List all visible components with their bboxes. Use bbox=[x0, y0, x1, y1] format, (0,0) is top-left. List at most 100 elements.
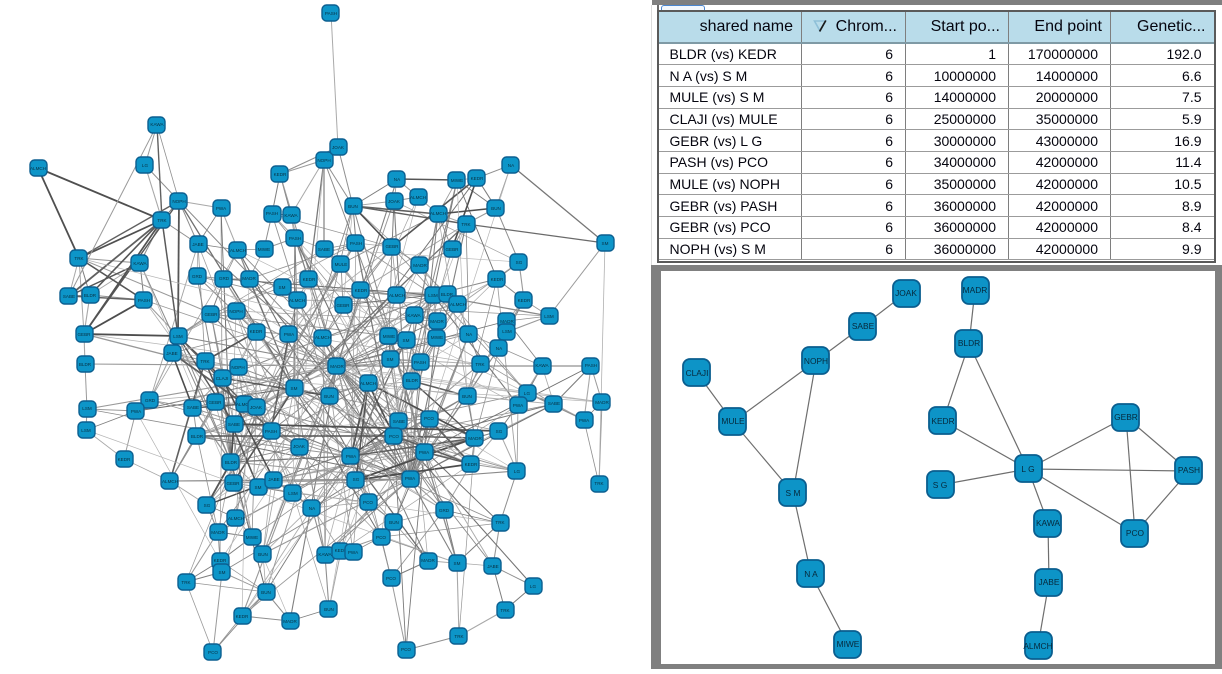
svg-text:ALMCH: ALMCH bbox=[360, 381, 376, 386]
svg-text:MIWE: MIWE bbox=[451, 178, 464, 183]
svg-text:ALMCH: ALMCH bbox=[410, 195, 426, 200]
svg-text:GRD: GRD bbox=[192, 274, 203, 279]
svg-text:KEDR: KEDR bbox=[465, 462, 478, 467]
svg-text:TRK: TRK bbox=[475, 362, 485, 367]
svg-text:GEBR: GEBR bbox=[445, 247, 459, 252]
svg-text:PWA: PWA bbox=[131, 409, 142, 414]
svg-text:BLDR: BLDR bbox=[191, 434, 204, 439]
svg-text:KEDR: KEDR bbox=[491, 277, 504, 282]
svg-text:BLDR: BLDR bbox=[406, 378, 419, 383]
svg-text:TRK: TRK bbox=[495, 520, 505, 525]
svg-text:PWA: PWA bbox=[513, 403, 524, 408]
svg-text:LSM: LSM bbox=[173, 334, 183, 339]
svg-text:PCO: PCO bbox=[376, 535, 386, 540]
svg-text:N A: N A bbox=[804, 569, 818, 579]
svg-text:KAWA: KAWA bbox=[1036, 518, 1060, 528]
svg-text:BUN: BUN bbox=[258, 552, 268, 557]
svg-text:KEDR: KEDR bbox=[303, 277, 316, 282]
svg-text:JOAK: JOAK bbox=[332, 145, 345, 150]
svg-text:MIWE: MIWE bbox=[837, 639, 860, 649]
svg-text:KEDR: KEDR bbox=[250, 329, 263, 334]
svg-text:MIWE: MIWE bbox=[431, 335, 444, 340]
svg-text:PCO: PCO bbox=[424, 416, 434, 421]
svg-text:KAWA: KAWA bbox=[150, 122, 164, 127]
svg-text:LSM: LSM bbox=[82, 406, 92, 411]
svg-text:SG: SG bbox=[496, 429, 503, 434]
svg-text:TRK: TRK bbox=[181, 580, 191, 585]
svg-text:GEBR: GEBR bbox=[226, 481, 240, 486]
svg-text:MULE: MULE bbox=[335, 262, 348, 267]
svg-text:KEDR: KEDR bbox=[931, 416, 954, 426]
svg-text:SG: SG bbox=[353, 477, 360, 482]
svg-text:PWA: PWA bbox=[579, 418, 590, 423]
svg-text:SM: SM bbox=[602, 241, 609, 246]
svg-text:ALMCH: ALMCH bbox=[389, 293, 405, 298]
svg-text:BUN: BUN bbox=[324, 394, 334, 399]
svg-text:SABE: SABE bbox=[318, 247, 330, 252]
svg-text:JOAK: JOAK bbox=[895, 288, 917, 298]
svg-text:NOPH: NOPH bbox=[317, 158, 330, 163]
svg-text:PASH: PASH bbox=[414, 360, 426, 365]
svg-text:KEDR: KEDR bbox=[118, 457, 131, 462]
svg-text:BUN: BUN bbox=[389, 520, 399, 525]
svg-text:PASH: PASH bbox=[265, 429, 277, 434]
svg-text:PWA: PWA bbox=[405, 476, 416, 481]
svg-text:KEDR: KEDR bbox=[214, 558, 227, 563]
svg-text:KAWA: KAWA bbox=[133, 261, 147, 266]
svg-text:ALMCH: ALMCH bbox=[1023, 641, 1052, 651]
svg-text:JOAK: JOAK bbox=[388, 199, 401, 204]
svg-text:GEBR: GEBR bbox=[208, 400, 222, 405]
svg-text:PASH: PASH bbox=[266, 211, 278, 216]
svg-text:NA: NA bbox=[394, 177, 401, 182]
svg-text:PWA: PWA bbox=[284, 332, 295, 337]
svg-text:SM: SM bbox=[279, 285, 286, 290]
svg-text:KEDR: KEDR bbox=[518, 298, 531, 303]
svg-text:PASH: PASH bbox=[350, 241, 362, 246]
svg-text:SM: SM bbox=[403, 338, 410, 343]
svg-text:KEDR: KEDR bbox=[355, 288, 368, 293]
svg-text:TRK: TRK bbox=[200, 359, 210, 364]
svg-text:BLDR: BLDR bbox=[225, 460, 238, 465]
svg-text:GRD: GRD bbox=[145, 398, 156, 403]
svg-text:SM: SM bbox=[255, 485, 262, 490]
svg-text:BLDR: BLDR bbox=[84, 293, 97, 298]
svg-text:TRK: TRK bbox=[157, 218, 167, 223]
svg-text:MADR: MADR bbox=[211, 530, 225, 535]
svg-text:KAWA: KAWA bbox=[318, 552, 332, 557]
svg-text:LG: LG bbox=[530, 584, 537, 589]
svg-text:MADR: MADR bbox=[242, 276, 256, 281]
svg-text:KEDR: KEDR bbox=[471, 176, 484, 181]
svg-text:BUN: BUN bbox=[491, 206, 501, 211]
svg-text:LSM: LSM bbox=[288, 491, 298, 496]
svg-text:NA: NA bbox=[309, 506, 316, 511]
svg-text:PWA: PWA bbox=[348, 550, 359, 555]
svg-text:JABE: JABE bbox=[1039, 577, 1060, 587]
svg-text:PCO: PCO bbox=[386, 576, 396, 581]
svg-text:SABE: SABE bbox=[63, 294, 75, 299]
svg-text:PCO: PCO bbox=[389, 434, 399, 439]
svg-text:BUN: BUN bbox=[324, 607, 334, 612]
svg-text:KAWA: KAWA bbox=[535, 363, 549, 368]
svg-text:SM: SM bbox=[454, 561, 461, 566]
svg-text:MADR: MADR bbox=[283, 619, 297, 624]
svg-text:MADR: MADR bbox=[500, 319, 514, 324]
svg-text:SABE: SABE bbox=[852, 321, 875, 331]
svg-text:BLDR: BLDR bbox=[441, 292, 454, 297]
svg-text:PASH: PASH bbox=[585, 363, 597, 368]
svg-text:MADR: MADR bbox=[413, 263, 427, 268]
svg-text:LSM: LSM bbox=[544, 314, 554, 319]
svg-text:SG: SG bbox=[204, 503, 211, 508]
svg-text:ALMCH: ALMCH bbox=[430, 211, 446, 216]
svg-text:TRK: TRK bbox=[454, 634, 464, 639]
svg-text:NOPH: NOPH bbox=[804, 356, 828, 366]
svg-text:TRK: TRK bbox=[74, 256, 84, 261]
svg-text:MIWE: MIWE bbox=[383, 334, 396, 339]
svg-text:MADR: MADR bbox=[468, 436, 482, 441]
svg-text:NA: NA bbox=[508, 163, 515, 168]
svg-text:BUN: BUN bbox=[462, 394, 472, 399]
svg-text:PCO: PCO bbox=[208, 650, 218, 655]
svg-text:KEDR: KEDR bbox=[274, 172, 287, 177]
svg-text:GEBR: GEBR bbox=[385, 244, 399, 249]
svg-text:MIWE: MIWE bbox=[258, 247, 271, 252]
svg-text:KAWA: KAWA bbox=[284, 213, 298, 218]
